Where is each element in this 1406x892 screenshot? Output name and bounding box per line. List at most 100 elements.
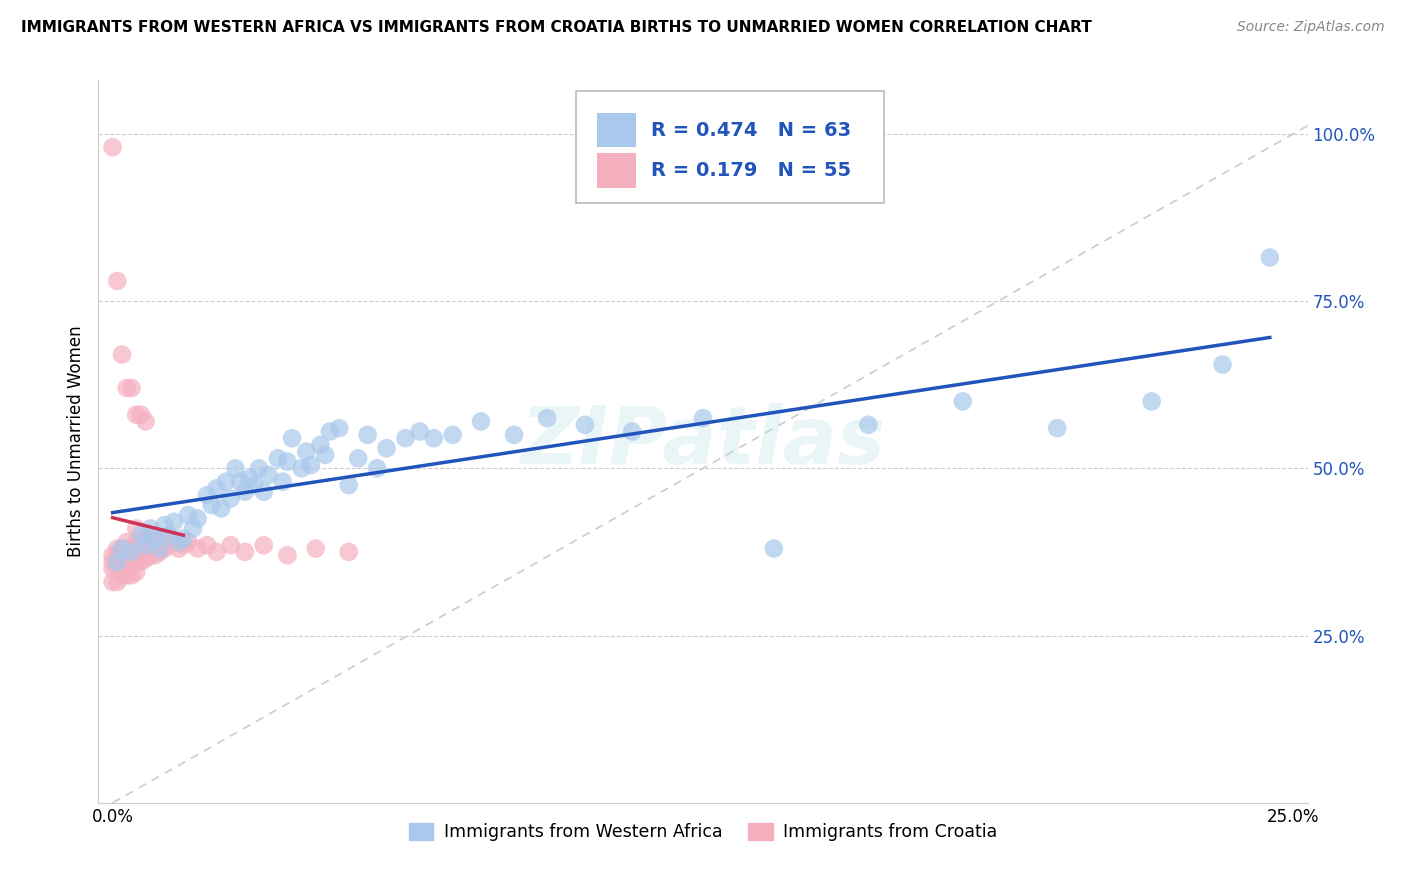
Point bbox=[201, 498, 224, 512]
Text: IMMIGRANTS FROM WESTERN AFRICA VS IMMIGRANTS FROM CROATIA BIRTHS TO UNMARRIED WO: IMMIGRANTS FROM WESTERN AFRICA VS IMMIGR… bbox=[21, 20, 1092, 35]
FancyBboxPatch shape bbox=[596, 153, 637, 188]
Point bbox=[129, 555, 152, 569]
Point bbox=[101, 562, 124, 576]
Point bbox=[121, 545, 143, 559]
FancyBboxPatch shape bbox=[596, 112, 637, 147]
Point bbox=[375, 442, 398, 455]
Point bbox=[233, 484, 256, 499]
Point bbox=[129, 548, 152, 563]
Point bbox=[219, 538, 242, 552]
Point bbox=[1258, 251, 1281, 265]
Point bbox=[135, 414, 157, 429]
Point bbox=[239, 471, 262, 485]
Point bbox=[271, 475, 294, 489]
Point bbox=[276, 455, 298, 469]
Point bbox=[167, 534, 190, 549]
Point bbox=[167, 541, 190, 556]
Point bbox=[408, 425, 430, 439]
Point bbox=[143, 548, 166, 563]
Point bbox=[276, 548, 298, 563]
Point bbox=[503, 427, 526, 442]
Point bbox=[111, 548, 134, 563]
Point bbox=[290, 461, 312, 475]
Point bbox=[129, 408, 152, 422]
Point bbox=[101, 555, 124, 569]
Point bbox=[257, 467, 280, 482]
Point bbox=[224, 461, 246, 475]
Point bbox=[163, 534, 186, 549]
Point bbox=[101, 575, 124, 590]
Point bbox=[163, 515, 186, 529]
Point bbox=[135, 551, 157, 566]
Point bbox=[101, 548, 124, 563]
Point bbox=[347, 451, 370, 466]
Point bbox=[105, 575, 128, 590]
Point bbox=[253, 484, 276, 499]
Point bbox=[205, 482, 228, 496]
Point bbox=[139, 538, 162, 552]
Point bbox=[143, 538, 166, 552]
Point bbox=[115, 548, 138, 563]
Point bbox=[111, 555, 134, 569]
Point bbox=[177, 508, 200, 523]
Point bbox=[149, 545, 172, 559]
Point bbox=[129, 538, 152, 552]
Point bbox=[121, 381, 143, 395]
Point bbox=[243, 478, 266, 492]
Point bbox=[135, 538, 157, 552]
Point bbox=[441, 427, 464, 442]
Point bbox=[305, 541, 328, 556]
Point bbox=[115, 381, 138, 395]
Y-axis label: Births to Unmarried Women: Births to Unmarried Women bbox=[66, 326, 84, 558]
Point bbox=[229, 475, 252, 489]
Point bbox=[125, 408, 148, 422]
Point bbox=[172, 538, 194, 552]
Point bbox=[536, 411, 558, 425]
Point bbox=[153, 532, 176, 546]
Point bbox=[105, 548, 128, 563]
Point bbox=[267, 451, 290, 466]
Point bbox=[125, 555, 148, 569]
Text: R = 0.474   N = 63: R = 0.474 N = 63 bbox=[651, 120, 851, 140]
Point bbox=[356, 427, 378, 442]
Point bbox=[762, 541, 785, 556]
Point bbox=[281, 431, 304, 445]
Point bbox=[121, 568, 143, 582]
Point bbox=[337, 545, 360, 559]
FancyBboxPatch shape bbox=[576, 91, 884, 203]
Point bbox=[125, 521, 148, 535]
Point bbox=[115, 568, 138, 582]
Point bbox=[621, 425, 644, 439]
Point bbox=[394, 431, 416, 445]
Point bbox=[111, 541, 134, 556]
Point bbox=[153, 518, 176, 533]
Point bbox=[115, 534, 138, 549]
Point bbox=[149, 534, 172, 549]
Point bbox=[187, 511, 209, 525]
Point bbox=[157, 528, 180, 542]
Point bbox=[470, 414, 492, 429]
Point bbox=[135, 532, 157, 546]
Point bbox=[423, 431, 446, 445]
Point bbox=[195, 488, 218, 502]
Point bbox=[115, 558, 138, 573]
Point bbox=[149, 541, 172, 556]
Point bbox=[135, 541, 157, 556]
Point bbox=[195, 538, 218, 552]
Point bbox=[139, 521, 162, 535]
Point bbox=[121, 541, 143, 556]
Point bbox=[574, 417, 596, 432]
Point bbox=[858, 417, 880, 432]
Point bbox=[153, 541, 176, 556]
Point bbox=[111, 348, 134, 362]
Point bbox=[125, 545, 148, 559]
Point bbox=[337, 478, 360, 492]
Point bbox=[129, 528, 152, 542]
Point bbox=[105, 555, 128, 569]
Point bbox=[1212, 358, 1234, 372]
Point bbox=[125, 565, 148, 579]
Point bbox=[172, 532, 194, 546]
Point bbox=[157, 538, 180, 552]
Point bbox=[952, 394, 974, 409]
Point bbox=[299, 458, 322, 472]
